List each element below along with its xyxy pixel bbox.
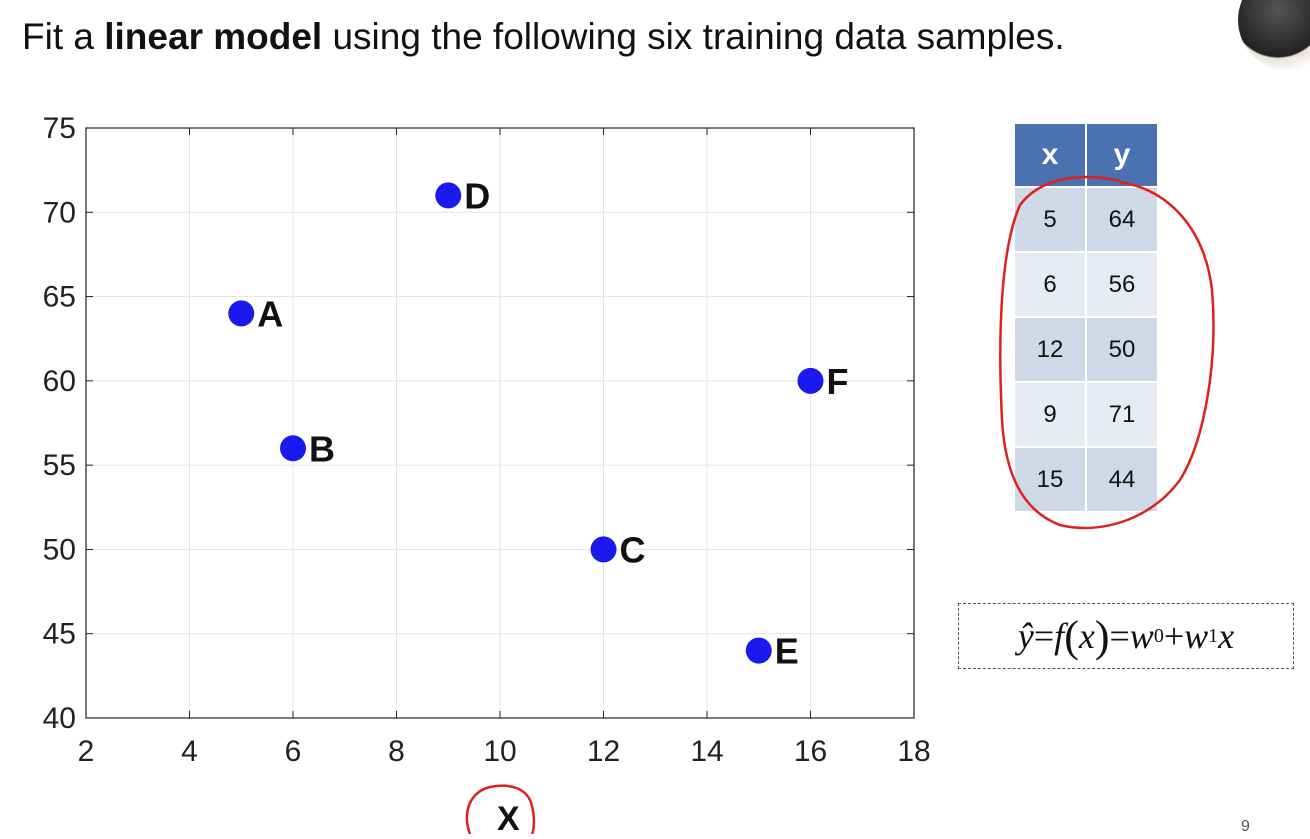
table-cell: 9 [1013, 381, 1087, 448]
table-cell: 71 [1085, 381, 1159, 448]
table-cell: 64 [1085, 186, 1159, 253]
table-row: 6 56 [1013, 251, 1159, 318]
table-row: 5 64 [1013, 186, 1159, 253]
x-tick-label: 16 [794, 735, 827, 768]
page-number: 9 [1241, 818, 1250, 835]
point-label-c: C [620, 529, 646, 570]
data-point-c [590, 536, 617, 563]
x-tick-label: 10 [483, 735, 516, 768]
table-row: 15 44 [1013, 446, 1159, 513]
slide-title: Fit a linear model using the following s… [22, 16, 1065, 57]
scatter-chart: 2 4 6 8 10 12 14 16 18 40 45 50 55 60 65 70 75 A B C D E F [43, 112, 931, 768]
x-tick-label: 12 [587, 735, 620, 768]
y-tick-label: 70 [43, 196, 76, 229]
presenter-webcam-avatar [1238, 0, 1310, 70]
x-tick-label: 8 [388, 735, 405, 768]
x-tick-label: 18 [897, 735, 930, 768]
table-cell: 6 [1013, 251, 1087, 318]
y-tick-label: 50 [43, 533, 76, 566]
x-tick-label: 6 [285, 735, 302, 768]
point-label-d: D [464, 175, 490, 216]
x-tick-label: 14 [690, 735, 723, 768]
y-tick-label: 65 [43, 281, 76, 314]
data-point-f [797, 367, 824, 394]
data-point-a [228, 300, 255, 327]
point-label-f: F [827, 361, 849, 402]
table-header-x: x [1013, 122, 1087, 188]
table-cell: 15 [1013, 446, 1087, 513]
table-cell: 12 [1013, 316, 1087, 383]
table-cell: 56 [1085, 251, 1159, 318]
y-tick-label: 45 [43, 618, 76, 651]
table-cell: 5 [1013, 186, 1087, 253]
table-cell: 50 [1085, 316, 1159, 383]
x-axis-label: X [497, 800, 520, 838]
point-label-b: B [309, 428, 335, 469]
table-header-y: y [1085, 122, 1159, 188]
y-tick-label: 75 [43, 112, 76, 145]
point-label-e: E [775, 631, 799, 672]
data-table: x y 5 64 6 56 12 50 9 71 15 44 [1013, 122, 1159, 513]
y-tick-label: 40 [43, 702, 76, 735]
data-point-e [745, 637, 772, 664]
point-label-a: A [257, 293, 283, 334]
data-point-b [280, 435, 306, 462]
table-row: 12 50 [1013, 316, 1159, 383]
table-cell: 44 [1085, 446, 1159, 513]
table-row: 9 71 [1013, 381, 1159, 448]
x-tick-label: 2 [78, 735, 95, 768]
y-tick-label: 55 [43, 449, 76, 482]
x-tick-label: 4 [181, 735, 198, 768]
title-bold: linear model [104, 16, 323, 57]
y-tick-label: 60 [43, 365, 76, 398]
data-point-d [435, 182, 462, 209]
